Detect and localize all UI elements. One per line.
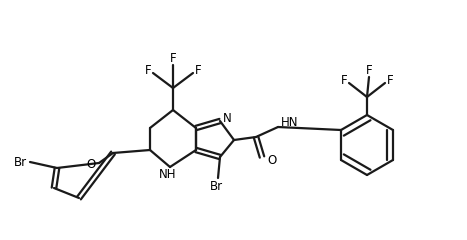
Text: NH: NH (159, 168, 177, 181)
Text: F: F (145, 64, 151, 77)
Text: O: O (87, 157, 96, 170)
Text: F: F (341, 73, 347, 86)
Text: O: O (267, 154, 276, 167)
Text: F: F (195, 64, 201, 77)
Text: F: F (170, 53, 177, 66)
Text: HN: HN (281, 115, 298, 128)
Text: F: F (387, 73, 393, 86)
Text: Br: Br (209, 180, 223, 192)
Text: F: F (366, 65, 372, 78)
Text: N: N (223, 112, 232, 125)
Text: Br: Br (14, 156, 27, 168)
